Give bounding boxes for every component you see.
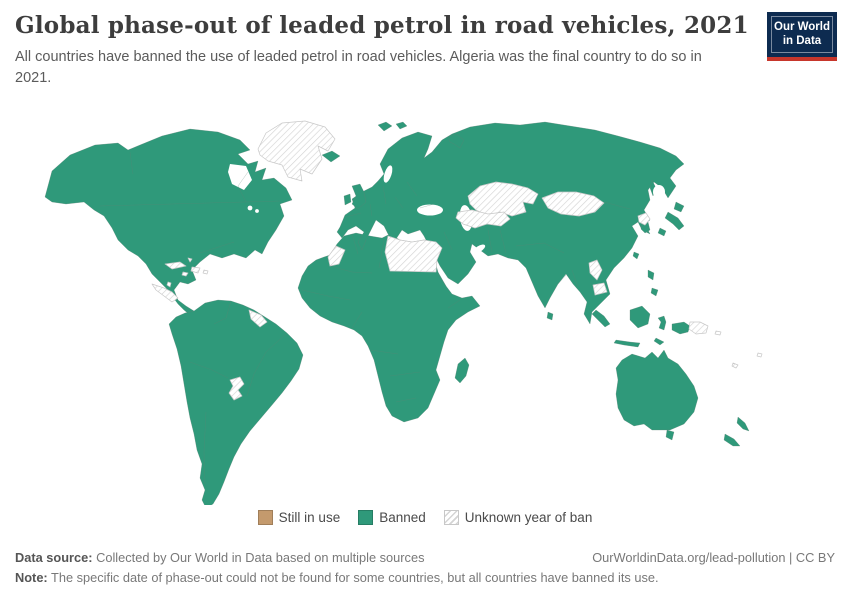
map-unknown-regions[interactable] [151,120,763,401]
chart-footer: Data source: Collected by Our World in D… [15,548,835,588]
region-iceland[interactable] [321,150,341,163]
region-new-guinea-west[interactable] [671,321,691,335]
great-lake [247,205,253,211]
region-sulawesi[interactable] [657,315,667,331]
region-svalbard-east[interactable] [395,121,408,130]
legend-swatch-unknown-year [443,510,459,525]
persian-gulf [472,244,486,254]
region-solomon-islands[interactable] [714,330,722,336]
region-new-zealand-south[interactable] [723,433,741,447]
note-line: Note: The specific date of phase-out cou… [15,568,835,588]
data-source-label: Data source: [15,550,93,565]
region-borneo[interactable] [629,305,651,329]
region-papua-new-guinea[interactable] [688,321,709,335]
region-japan-honshu[interactable] [664,211,685,231]
legend-label-still-in-use: Still in use [278,510,341,525]
region-new-caledonia[interactable] [731,362,739,369]
legend-item-still-in-use[interactable]: Still in use [257,510,341,525]
header: Global phase-out of leaded petrol in roa… [15,12,755,88]
region-puerto-rico[interactable] [202,269,209,275]
region-central-america-unknown[interactable] [151,283,179,303]
region-sri-lanka[interactable] [546,311,554,321]
data-source-text: Collected by Our World in Data based on … [92,550,425,565]
region-cambodia[interactable] [592,282,608,296]
note-text: The specific date of phase-out could not… [47,569,659,585]
legend-item-unknown-year[interactable]: Unknown year of ban [443,510,593,525]
great-lake [255,209,259,213]
region-belize[interactable] [166,281,172,288]
map-banned-regions[interactable] [44,121,750,505]
region-libya-egypt[interactable] [384,235,443,273]
region-new-zealand-north[interactable] [736,416,750,432]
data-source-line: Data source: Collected by Our World in D… [15,548,424,568]
region-svalbard[interactable] [377,121,393,132]
owid-logo-line1: Our World [774,21,831,33]
sea-of-okhotsk [653,185,665,199]
region-south-america[interactable] [168,299,304,505]
owid-logo-line2: in Data [782,35,822,48]
region-north-central-america[interactable] [44,128,293,316]
map-legend: Still in use Banned Unknown year of ban [0,510,850,525]
region-western-sahara[interactable] [327,245,346,267]
region-great-britain[interactable] [351,183,367,210]
region-mongolia[interactable] [541,191,605,217]
region-paraguay[interactable] [228,376,245,401]
note-label: Note: [15,569,48,585]
legend-label-unknown-year: Unknown year of ban [464,510,593,525]
world-map[interactable] [0,112,850,505]
region-novaya-zemlya[interactable] [447,133,465,149]
region-taiwan[interactable] [632,251,640,260]
region-timor[interactable] [653,337,665,346]
owid-logo-text: Our World in Data [771,16,833,53]
legend-item-banned[interactable]: Banned [358,510,426,525]
legend-label-banned: Banned [379,510,426,525]
country-borders [99,151,631,485]
region-ireland[interactable] [343,193,352,206]
owid-logo-red-bar [767,56,837,61]
legend-swatch-still-in-use [257,510,273,525]
legend-swatch-banned [358,510,374,525]
region-greenland[interactable] [257,120,336,182]
page-title: Global phase-out of leaded petrol in roa… [15,12,749,39]
attribution-link[interactable]: OurWorldinData.org/lead-pollution | CC B… [592,550,835,565]
region-australia[interactable] [615,349,699,431]
region-philippines-mindanao[interactable] [650,287,659,297]
owid-logo[interactable]: Our World in Data [767,12,837,61]
black-sea [417,204,443,216]
region-laos[interactable] [588,259,603,281]
region-fiji[interactable] [756,352,763,358]
region-philippines-luzon[interactable] [647,269,655,281]
region-madagascar[interactable] [454,357,470,384]
region-uzbekistan-turkmenistan[interactable] [455,209,511,229]
world-map-svg[interactable] [0,112,850,505]
region-bahamas[interactable] [187,257,193,263]
region-guyana-suriname[interactable] [248,309,268,328]
region-jamaica[interactable] [181,271,189,277]
baltic-sea [383,165,393,183]
region-north-korea[interactable] [637,212,651,226]
owid-logo-box: Our World in Data [767,12,837,57]
region-japan-hokkaido[interactable] [673,201,685,213]
region-hispaniola[interactable] [190,266,201,274]
region-cuba[interactable] [164,261,187,270]
region-japan-kyushu[interactable] [657,227,667,237]
region-sumatra[interactable] [591,309,611,328]
region-tasmania[interactable] [665,429,675,441]
hudson-bay [228,164,252,190]
chart-subtitle: All countries have banned the use of lea… [15,49,702,86]
region-java[interactable] [613,339,641,348]
